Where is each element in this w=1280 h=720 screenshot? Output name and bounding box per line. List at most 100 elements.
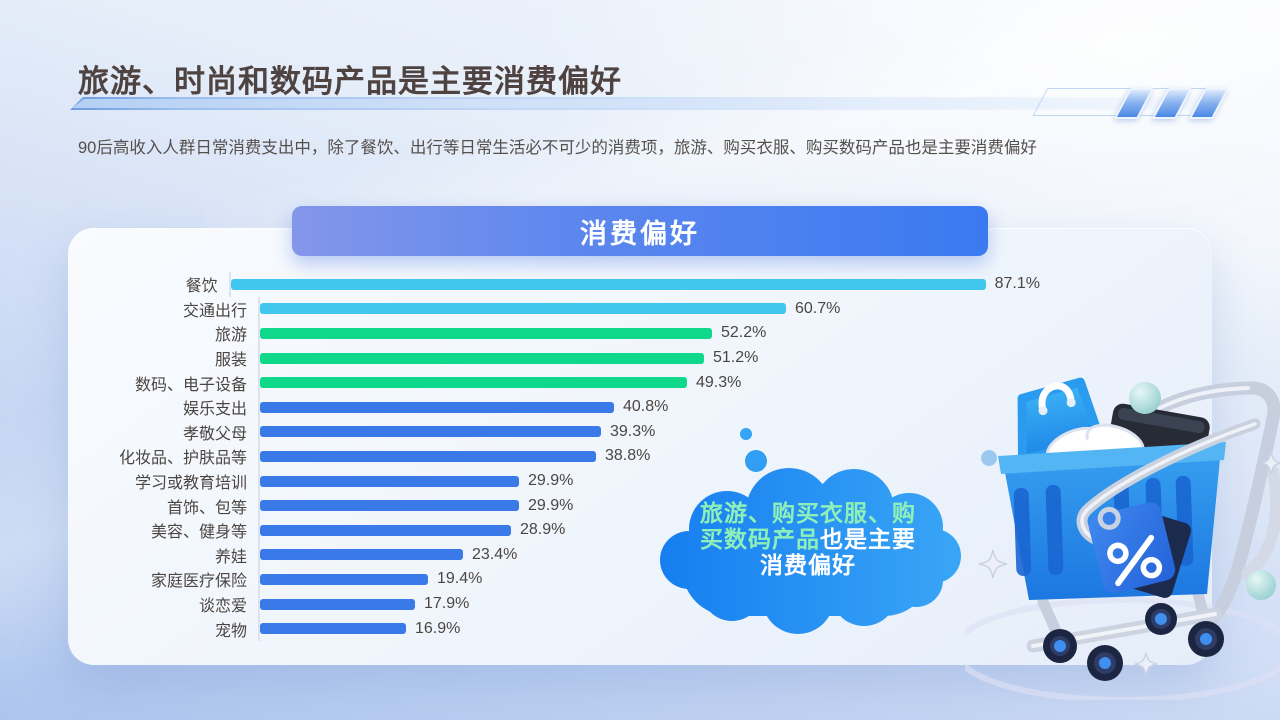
sphere-decoration [1246,570,1276,600]
title-underline-inner [72,99,1208,108]
swoosh-decoration [952,597,1280,703]
bar-track: 28.9% [258,517,1040,543]
bar-value-label: 51.2% [713,349,759,367]
bar [260,327,712,339]
cloud-shape [660,428,961,634]
bar-category-label: 娱乐支出 [182,401,247,419]
bar-chart: 餐饮 87.1% 交通出行 60.7% 旅游 52.2% 服装 51.2% 数码、电子设备 49.… [80,272,1040,641]
bar-track: 29.9% [258,468,1040,494]
bar [260,573,428,585]
sphere-decoration [981,450,997,466]
shopping-cart-illustration [952,352,1280,703]
callout-line: 买数码产品也是主要 [700,526,916,552]
bar-value-label: 40.8% [623,398,669,416]
bar [230,278,986,290]
bar-row: 宠物 16.9% [80,616,1040,641]
bar-category-label: 旅游 [214,327,247,345]
page-subtitle: 90后高收入人群日常消费支出中，除了餐饮、出行等日常生活必不可少的消费项，旅游、… [78,139,1037,157]
bar [260,549,463,561]
bar-value-label: 60.7% [795,299,841,317]
cart-wheels [1043,603,1224,681]
bar [260,450,596,462]
bar-category-label: 养娃 [214,548,247,566]
bar-value-label: 49.3% [696,373,742,391]
bar-category-label: 学习或教育培训 [134,475,247,493]
bar-value-label: 87.1% [994,275,1040,293]
bar-category-label: 谈恋爱 [198,598,247,616]
bar-row: 娱乐支出 40.8% [80,394,1040,420]
bar-category-label: 家庭医疗保险 [150,573,247,591]
callout-text: 旅游、购买衣服、购 买数码产品也是主要 消费偏好 [660,500,956,578]
callout-line: 旅游、购买衣服、购 [700,500,916,526]
bar-category-label: 首饰、包等 [166,499,247,517]
bar-category-label: 美容、健身等 [150,524,247,542]
bar [260,598,415,610]
chart-title: 消费偏好 [580,218,700,249]
bar-row: 家庭医疗保险 19.4% [80,567,1040,592]
title-underline-decoration [70,97,1210,110]
callout-line: 消费偏好 [760,552,856,578]
bar-track: 19.4% [258,567,1040,592]
callout-cloud [652,424,964,650]
thought-dot-large [745,450,767,472]
bar-track: 39.3% [258,419,1040,445]
sparkle-icon [978,451,1280,676]
bar-row: 孝敬父母 39.3% [80,419,1040,445]
bar-category-label: 化妆品、护肤品等 [118,450,247,468]
discount-tag-icon [1088,502,1191,598]
bar-track: 38.8% [258,444,1040,469]
bar [260,500,519,512]
bar-value-label: 29.9% [528,472,574,490]
bar [260,352,704,364]
thought-dot-small [740,428,752,440]
page-title: 旅游、时尚和数码产品是主要消费偏好 [78,64,622,99]
bar-row: 餐饮 87.1% [80,272,1040,297]
bar-value-label: 19.4% [437,570,483,588]
bar-category-label: 数码、电子设备 [134,376,247,394]
bar-row: 首饰、包等 29.9% [80,493,1040,518]
bar-value-label: 52.2% [721,324,767,342]
bar-row: 交通出行 60.7% [80,296,1040,322]
bar [260,426,601,438]
bar-row: 美容、健身等 28.9% [80,517,1040,543]
bar-value-label: 29.9% [528,496,574,514]
bar-track: 60.7% [258,296,1040,322]
bar-row: 旅游 52.2% [80,321,1040,346]
bar-row: 养娃 23.4% [80,542,1040,568]
cart-crossbar [1076,418,1261,546]
bar-value-label: 16.9% [415,619,461,637]
bar-row: 服装 51.2% [80,345,1040,371]
chart-title-pill: 消费偏好 [292,206,988,256]
bar-row: 数码、电子设备 49.3% [80,370,1040,395]
bar-value-label: 39.3% [610,422,656,440]
bar-value-label: 17.9% [424,595,470,613]
bar-category-label: 服装 [214,352,247,370]
bar [260,401,614,413]
bar-track: 87.1% [228,272,1040,297]
bar-track: 51.2% [258,345,1040,371]
sphere-decoration [1129,382,1161,414]
bar-track: 40.8% [258,394,1040,420]
bar [260,623,406,635]
bar-category-label: 交通出行 [182,302,247,320]
bar-track: 23.4% [258,542,1040,568]
bar [260,377,687,389]
bar-category-label: 餐饮 [185,278,218,296]
bar [260,303,786,315]
bar-track: 49.3% [258,370,1040,395]
bar-track: 52.2% [258,321,1040,346]
bar-value-label: 38.8% [605,447,651,465]
bar-category-label: 孝敬父母 [182,425,247,443]
bar-value-label: 28.9% [520,521,566,539]
bar-value-label: 23.4% [472,545,518,563]
bar-category-label: 宠物 [214,622,247,640]
bar-row: 谈恋爱 17.9% [80,591,1040,617]
bar [260,524,511,536]
shopping-cart-graphic [952,377,1280,703]
bar-row: 化妆品、护肤品等 38.8% [80,444,1040,469]
bar-row: 学习或教育培训 29.9% [80,468,1040,494]
bar [260,475,519,487]
bar-track: 16.9% [258,616,1040,641]
cloud-body [660,468,961,634]
